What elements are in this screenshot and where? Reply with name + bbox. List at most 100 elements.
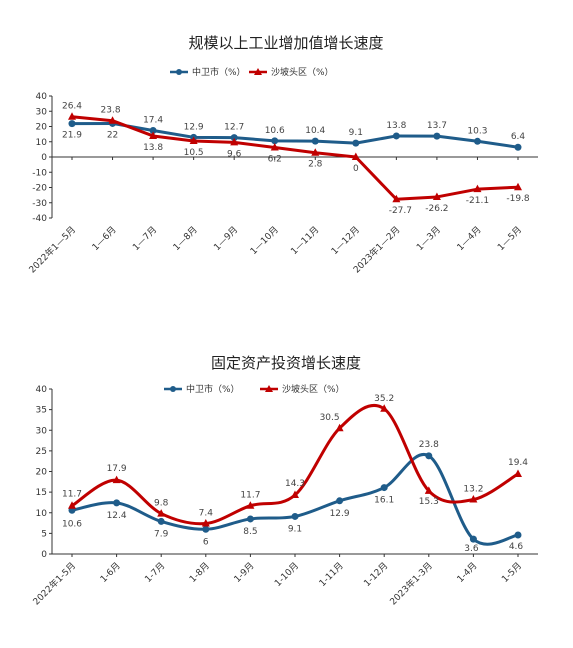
x-tick-label: 1-5月	[500, 560, 525, 585]
x-tick-label: 1—7月	[131, 224, 160, 253]
x-tick-label: 1-12月	[362, 560, 391, 589]
y-tick-label: 25	[36, 447, 47, 457]
y-tick-label: -40	[32, 214, 47, 224]
data-label: 2.8	[308, 160, 323, 170]
data-label: -21.1	[466, 196, 489, 206]
series-line	[71, 121, 519, 149]
x-tick-label: 1—4月	[455, 224, 484, 253]
legend-marker	[254, 68, 262, 75]
y-tick-label: 20	[36, 468, 48, 478]
data-point	[230, 134, 238, 142]
x-tick-label: 1—12月	[329, 224, 362, 257]
data-label: 11.7	[240, 491, 260, 501]
data-label: 10.5	[184, 148, 204, 158]
data-point	[68, 501, 76, 509]
data-point	[433, 132, 441, 140]
data-point	[157, 517, 165, 525]
chart-title: 规模以上工业增加值增长速度	[188, 34, 383, 52]
x-tick-label: 1—9月	[212, 224, 241, 253]
data-point	[112, 475, 121, 484]
legend-item: 沙坡头区（%）	[260, 383, 345, 395]
data-label: 4.6	[509, 542, 524, 552]
data-label: 26.4	[62, 102, 82, 112]
legend-marker	[265, 385, 273, 392]
data-point	[392, 194, 401, 203]
y-tick-label: 0	[41, 153, 47, 163]
data-label: 13.7	[427, 121, 447, 131]
y-tick-label: -30	[32, 199, 47, 209]
y-tick-label: 35	[36, 406, 47, 416]
x-tick-label: 1-10月	[273, 560, 302, 589]
data-label: 12.9	[330, 509, 350, 519]
legend-item: 中卫市（%）	[164, 383, 240, 395]
x-tick-label: 1-7月	[143, 560, 168, 585]
data-label: 17.4	[143, 115, 163, 125]
data-point	[335, 423, 344, 432]
data-point	[246, 515, 254, 523]
y-tick-label: 30	[36, 107, 48, 117]
data-label: 35.2	[374, 394, 394, 404]
data-point	[514, 469, 522, 477]
data-label: 6	[203, 537, 209, 547]
data-label: 13.2	[463, 485, 483, 495]
data-label: -27.7	[389, 206, 412, 216]
data-label: 21.9	[62, 131, 82, 141]
y-tick-label: 10	[36, 509, 48, 519]
legend-marker	[176, 69, 182, 75]
data-label: 9.8	[154, 499, 169, 509]
data-label: 6.4	[511, 132, 526, 142]
x-tick-label: 1-9月	[232, 560, 257, 585]
data-label: 15.3	[419, 497, 439, 507]
data-point	[469, 535, 477, 543]
data-point	[425, 452, 433, 460]
data-label: 8.5	[243, 527, 257, 537]
data-point	[68, 120, 76, 128]
data-point	[336, 497, 344, 505]
data-point	[432, 192, 441, 200]
data-label: 13.8	[143, 143, 163, 153]
data-label: -26.2	[425, 204, 448, 214]
data-point	[202, 525, 210, 533]
data-point	[514, 143, 522, 151]
series-line	[71, 452, 519, 546]
data-label: -19.8	[506, 194, 530, 204]
data-point	[108, 116, 117, 124]
data-label: 17.9	[107, 464, 127, 474]
data-point	[514, 182, 522, 191]
data-label: 16.1	[374, 496, 394, 506]
data-point	[380, 484, 388, 492]
data-point	[469, 495, 478, 503]
data-label: 12.9	[184, 122, 204, 132]
data-point	[514, 531, 522, 539]
data-label: 6.2	[268, 155, 282, 165]
legend-label: 沙坡头区（%）	[282, 383, 345, 395]
data-label: 13.8	[386, 121, 406, 131]
data-label: 10.6	[62, 519, 82, 529]
y-tick-label: -20	[32, 184, 47, 194]
data-point	[246, 501, 255, 509]
data-label: 19.4	[508, 458, 528, 468]
y-tick-label: 40	[36, 92, 48, 102]
data-label: 7.9	[154, 529, 169, 539]
data-point	[473, 137, 481, 145]
data-label: 14.3	[285, 479, 305, 489]
data-point	[291, 490, 299, 499]
data-label: 23.8	[101, 106, 121, 116]
data-point	[380, 404, 389, 412]
x-tick-label: 1—11月	[289, 224, 322, 257]
x-tick-label: 2023年1-3月	[387, 560, 435, 608]
data-point	[352, 139, 360, 147]
x-tick-label: 2022年1-5月	[30, 560, 78, 608]
x-tick-label: 1—10月	[248, 224, 281, 257]
data-label: 12.4	[107, 511, 127, 521]
x-tick-label: 1-6月	[98, 560, 123, 585]
data-point	[230, 137, 239, 146]
data-label: 7.4	[199, 508, 214, 518]
x-tick-label: 1-4月	[455, 560, 480, 585]
y-tick-label: 30	[36, 426, 48, 436]
data-point	[189, 136, 198, 144]
x-tick-label: 1—6月	[90, 224, 119, 253]
